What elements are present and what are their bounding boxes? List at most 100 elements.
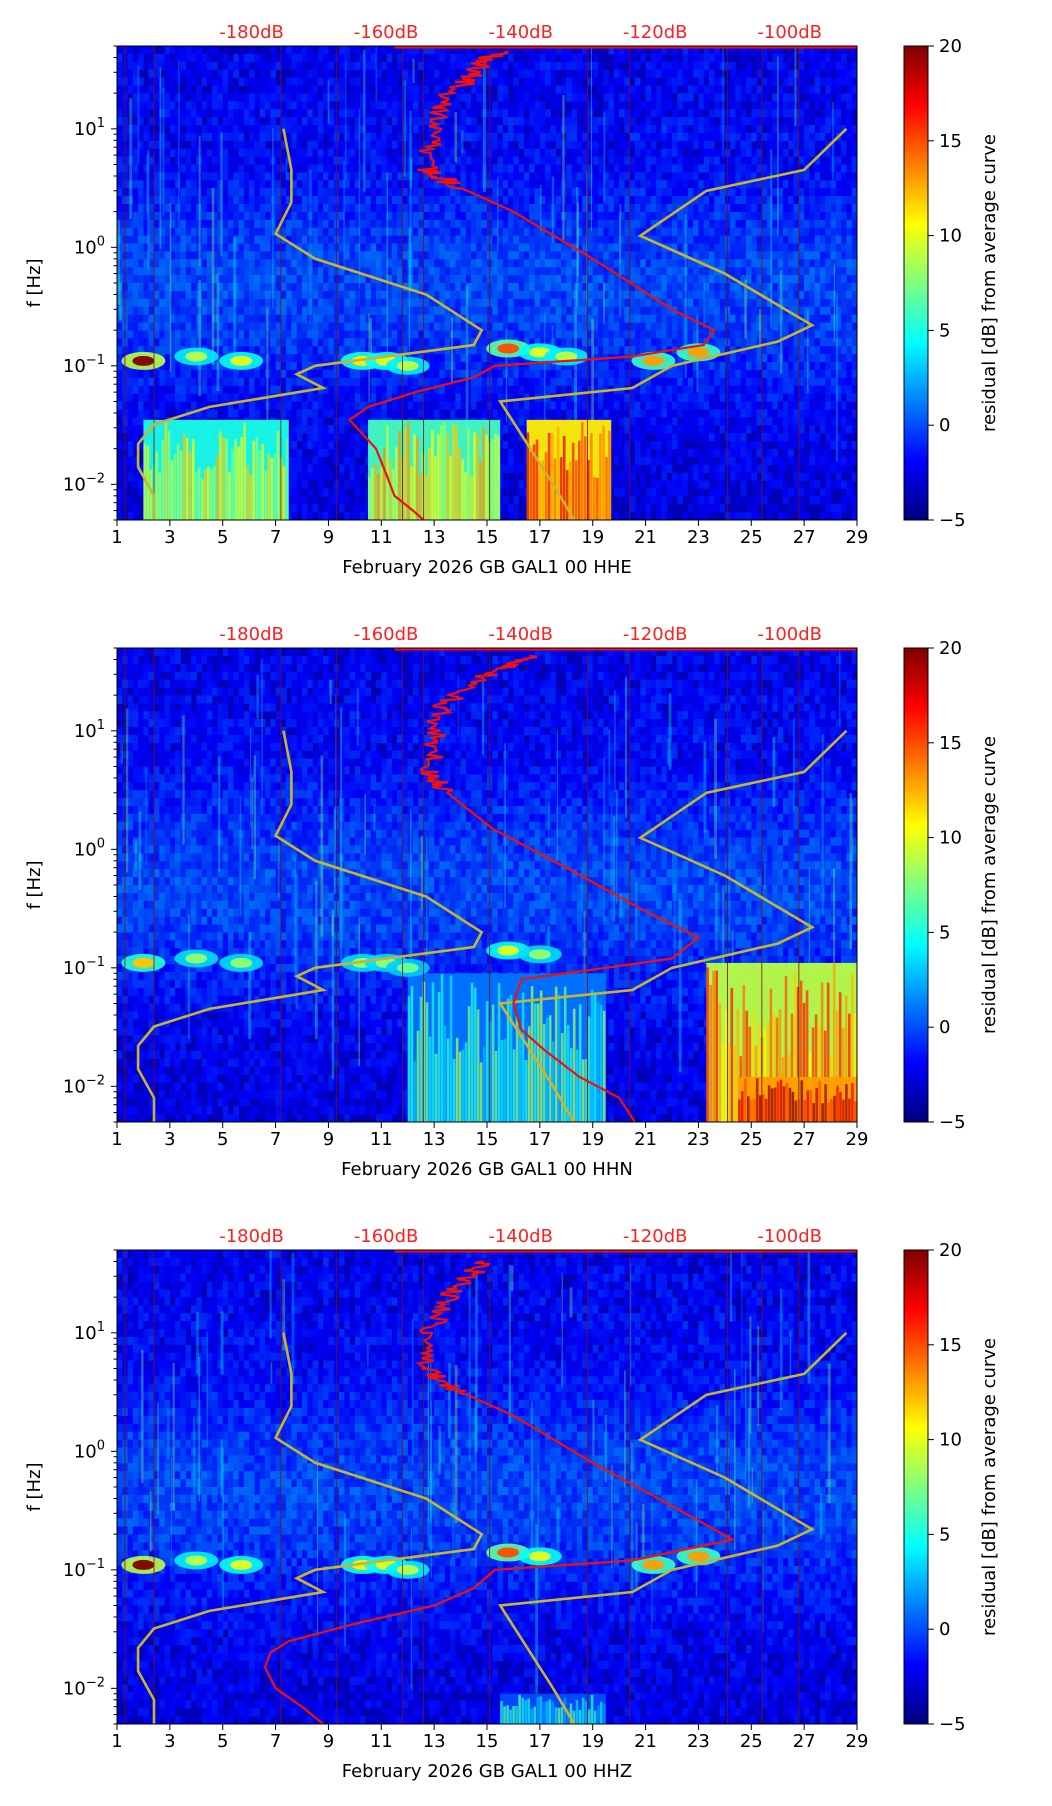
colorbar-tick-label: 10	[939, 828, 962, 849]
x-tick-label: 17	[528, 1129, 551, 1150]
microseism-blob-core	[132, 1559, 155, 1570]
x-tick-label: 21	[634, 527, 657, 548]
x-tick-label: 13	[423, 1731, 446, 1752]
microseism-blob-core	[396, 1564, 419, 1575]
x-tick-label: 11	[370, 527, 393, 548]
microseism-blob-core	[132, 957, 155, 968]
y-tick-label: 101	[74, 718, 105, 742]
colorbar	[903, 647, 929, 1123]
x-tick-label: 7	[270, 527, 281, 548]
x-tick-label: 25	[740, 1129, 763, 1150]
db-scale-label: -180dB	[219, 624, 284, 645]
y-axis-label: f [Hz]	[24, 258, 45, 307]
plot-area	[117, 1250, 857, 1724]
x-tick-label: 3	[164, 1731, 175, 1752]
colorbar	[903, 45, 929, 521]
x-tick-label: 9	[323, 1731, 334, 1752]
y-tick-label: 10−1	[63, 955, 105, 979]
high-noise-model-line	[497, 729, 848, 1122]
x-tick-label: 25	[740, 1731, 763, 1752]
db-scale-label: -180dB	[219, 1226, 284, 1247]
microseism-blob-core	[497, 945, 520, 956]
low-noise-model-line	[136, 730, 484, 1122]
colorbar-label: residual [dB] from average curve	[979, 134, 1000, 432]
microseism-blob-core	[642, 1559, 665, 1570]
microseism-blob-core	[497, 1547, 520, 1558]
x-tick-label: 25	[740, 527, 763, 548]
x-tick-label: 27	[793, 1731, 816, 1752]
x-tick-label: 7	[270, 1129, 281, 1150]
x-tick-label: 9	[323, 1129, 334, 1150]
x-axis-label: February 2026 GB GAL1 00 HHZ	[342, 1761, 633, 1782]
x-axis-label: February 2026 GB GAL1 00 HHE	[342, 557, 632, 578]
microseism-blob-core	[687, 347, 710, 358]
colorbar-label: residual [dB] from average curve	[979, 1338, 1000, 1636]
microseism-blob-core	[396, 360, 419, 371]
colorbar-tick-label: 10	[939, 1430, 962, 1451]
microseism-blob-core	[642, 355, 665, 366]
microseism-blob-core	[396, 962, 419, 973]
db-scale-label: -160dB	[354, 624, 419, 645]
db-scale-label: -120dB	[623, 22, 688, 43]
x-tick-label: 5	[217, 1731, 228, 1752]
x-tick-label: 21	[634, 1129, 657, 1150]
colorbar-tick-label: 20	[939, 36, 962, 57]
x-tick-label: 13	[423, 1129, 446, 1150]
hot-band	[738, 1076, 857, 1122]
hot-band	[368, 419, 501, 520]
x-tick-label: 17	[528, 1731, 551, 1752]
plot-area	[117, 46, 857, 520]
x-axis-label: February 2026 GB GAL1 00 HHN	[341, 1159, 633, 1180]
colorbar-tick-label: 15	[939, 131, 962, 152]
y-tick-label: 100	[74, 836, 105, 860]
colorbar-tick-label: 5	[939, 320, 950, 341]
microseism-blob-core	[230, 1559, 253, 1570]
colorbar-tick-label: 15	[939, 733, 962, 754]
x-tick-label: 3	[164, 1129, 175, 1150]
hot-band	[526, 419, 612, 520]
db-scale-label: -140dB	[488, 1226, 553, 1247]
colorbar-tick-label: −5	[939, 510, 966, 531]
mean-curve-line	[419, 654, 701, 1122]
db-scale-label: -180dB	[219, 22, 284, 43]
colorbar-tick-label: 20	[939, 638, 962, 659]
spectrogram-texture	[117, 46, 857, 520]
plot-area	[117, 648, 857, 1122]
x-tick-label: 7	[270, 1731, 281, 1752]
y-tick-label: 100	[74, 234, 105, 258]
x-tick-label: 23	[687, 527, 710, 548]
x-tick-label: 1	[111, 1129, 122, 1150]
x-tick-label: 11	[370, 1129, 393, 1150]
colorbar-tick-label: 15	[939, 1335, 962, 1356]
y-tick-label: 10−2	[63, 1675, 105, 1699]
microseism-blob-core	[528, 949, 551, 960]
x-tick-label: 19	[581, 527, 604, 548]
db-scale-label: -100dB	[757, 22, 822, 43]
db-scale-label: -140dB	[488, 624, 553, 645]
y-tick-label: 100	[74, 1438, 105, 1462]
y-axis-label: f [Hz]	[24, 1462, 45, 1511]
colorbar-tick-label: 0	[939, 415, 950, 436]
mean-curve-line	[348, 50, 717, 520]
x-tick-label: 1	[111, 527, 122, 548]
x-tick-label: 15	[476, 1129, 499, 1150]
x-tick-label: 17	[528, 527, 551, 548]
hot-band	[143, 419, 289, 520]
x-tick-label: 9	[323, 527, 334, 548]
y-axis-label: f [Hz]	[24, 860, 45, 909]
x-tick-label: 29	[846, 527, 869, 548]
x-tick-label: 23	[687, 1129, 710, 1150]
y-tick-label: 101	[74, 1320, 105, 1344]
db-scale-label: -100dB	[757, 1226, 822, 1247]
x-tick-label: 3	[164, 527, 175, 548]
y-tick-label: 101	[74, 116, 105, 140]
x-tick-label: 5	[217, 527, 228, 548]
microseism-blob-core	[185, 1555, 208, 1566]
microseism-blob-core	[555, 351, 578, 362]
y-tick-label: 10−2	[63, 1073, 105, 1097]
mean-curve-line	[263, 1260, 736, 1724]
microseism-blob-core	[230, 355, 253, 366]
x-tick-label: 1	[111, 1731, 122, 1752]
